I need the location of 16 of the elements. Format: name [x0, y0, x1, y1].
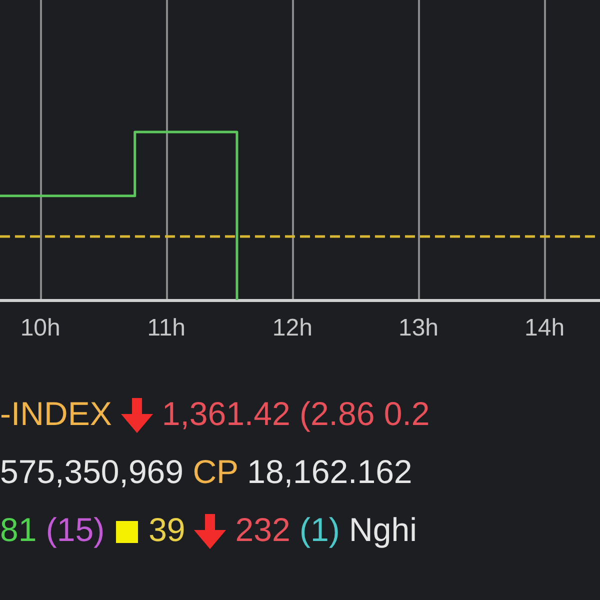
text: 575,350,969 [0, 453, 184, 490]
text: 1,361.42 (2.86 0.2 [162, 395, 430, 432]
text: 81 [0, 511, 37, 548]
text: (1) [300, 511, 340, 548]
text: 18,162.162 [247, 453, 412, 490]
x-tick-label: 10h [20, 314, 60, 342]
text: (15) [46, 511, 105, 548]
text: -INDEX [0, 395, 112, 432]
x-tick-label: 13h [398, 314, 439, 342]
x-tick-label: 11h [147, 314, 186, 342]
text: 232 [235, 511, 290, 548]
text: 39 [148, 511, 186, 548]
text: Nghi [349, 511, 417, 548]
x-tick-label: 12h [272, 314, 312, 342]
x-tick-label: 14h [524, 314, 565, 342]
text: CP [192, 453, 238, 490]
